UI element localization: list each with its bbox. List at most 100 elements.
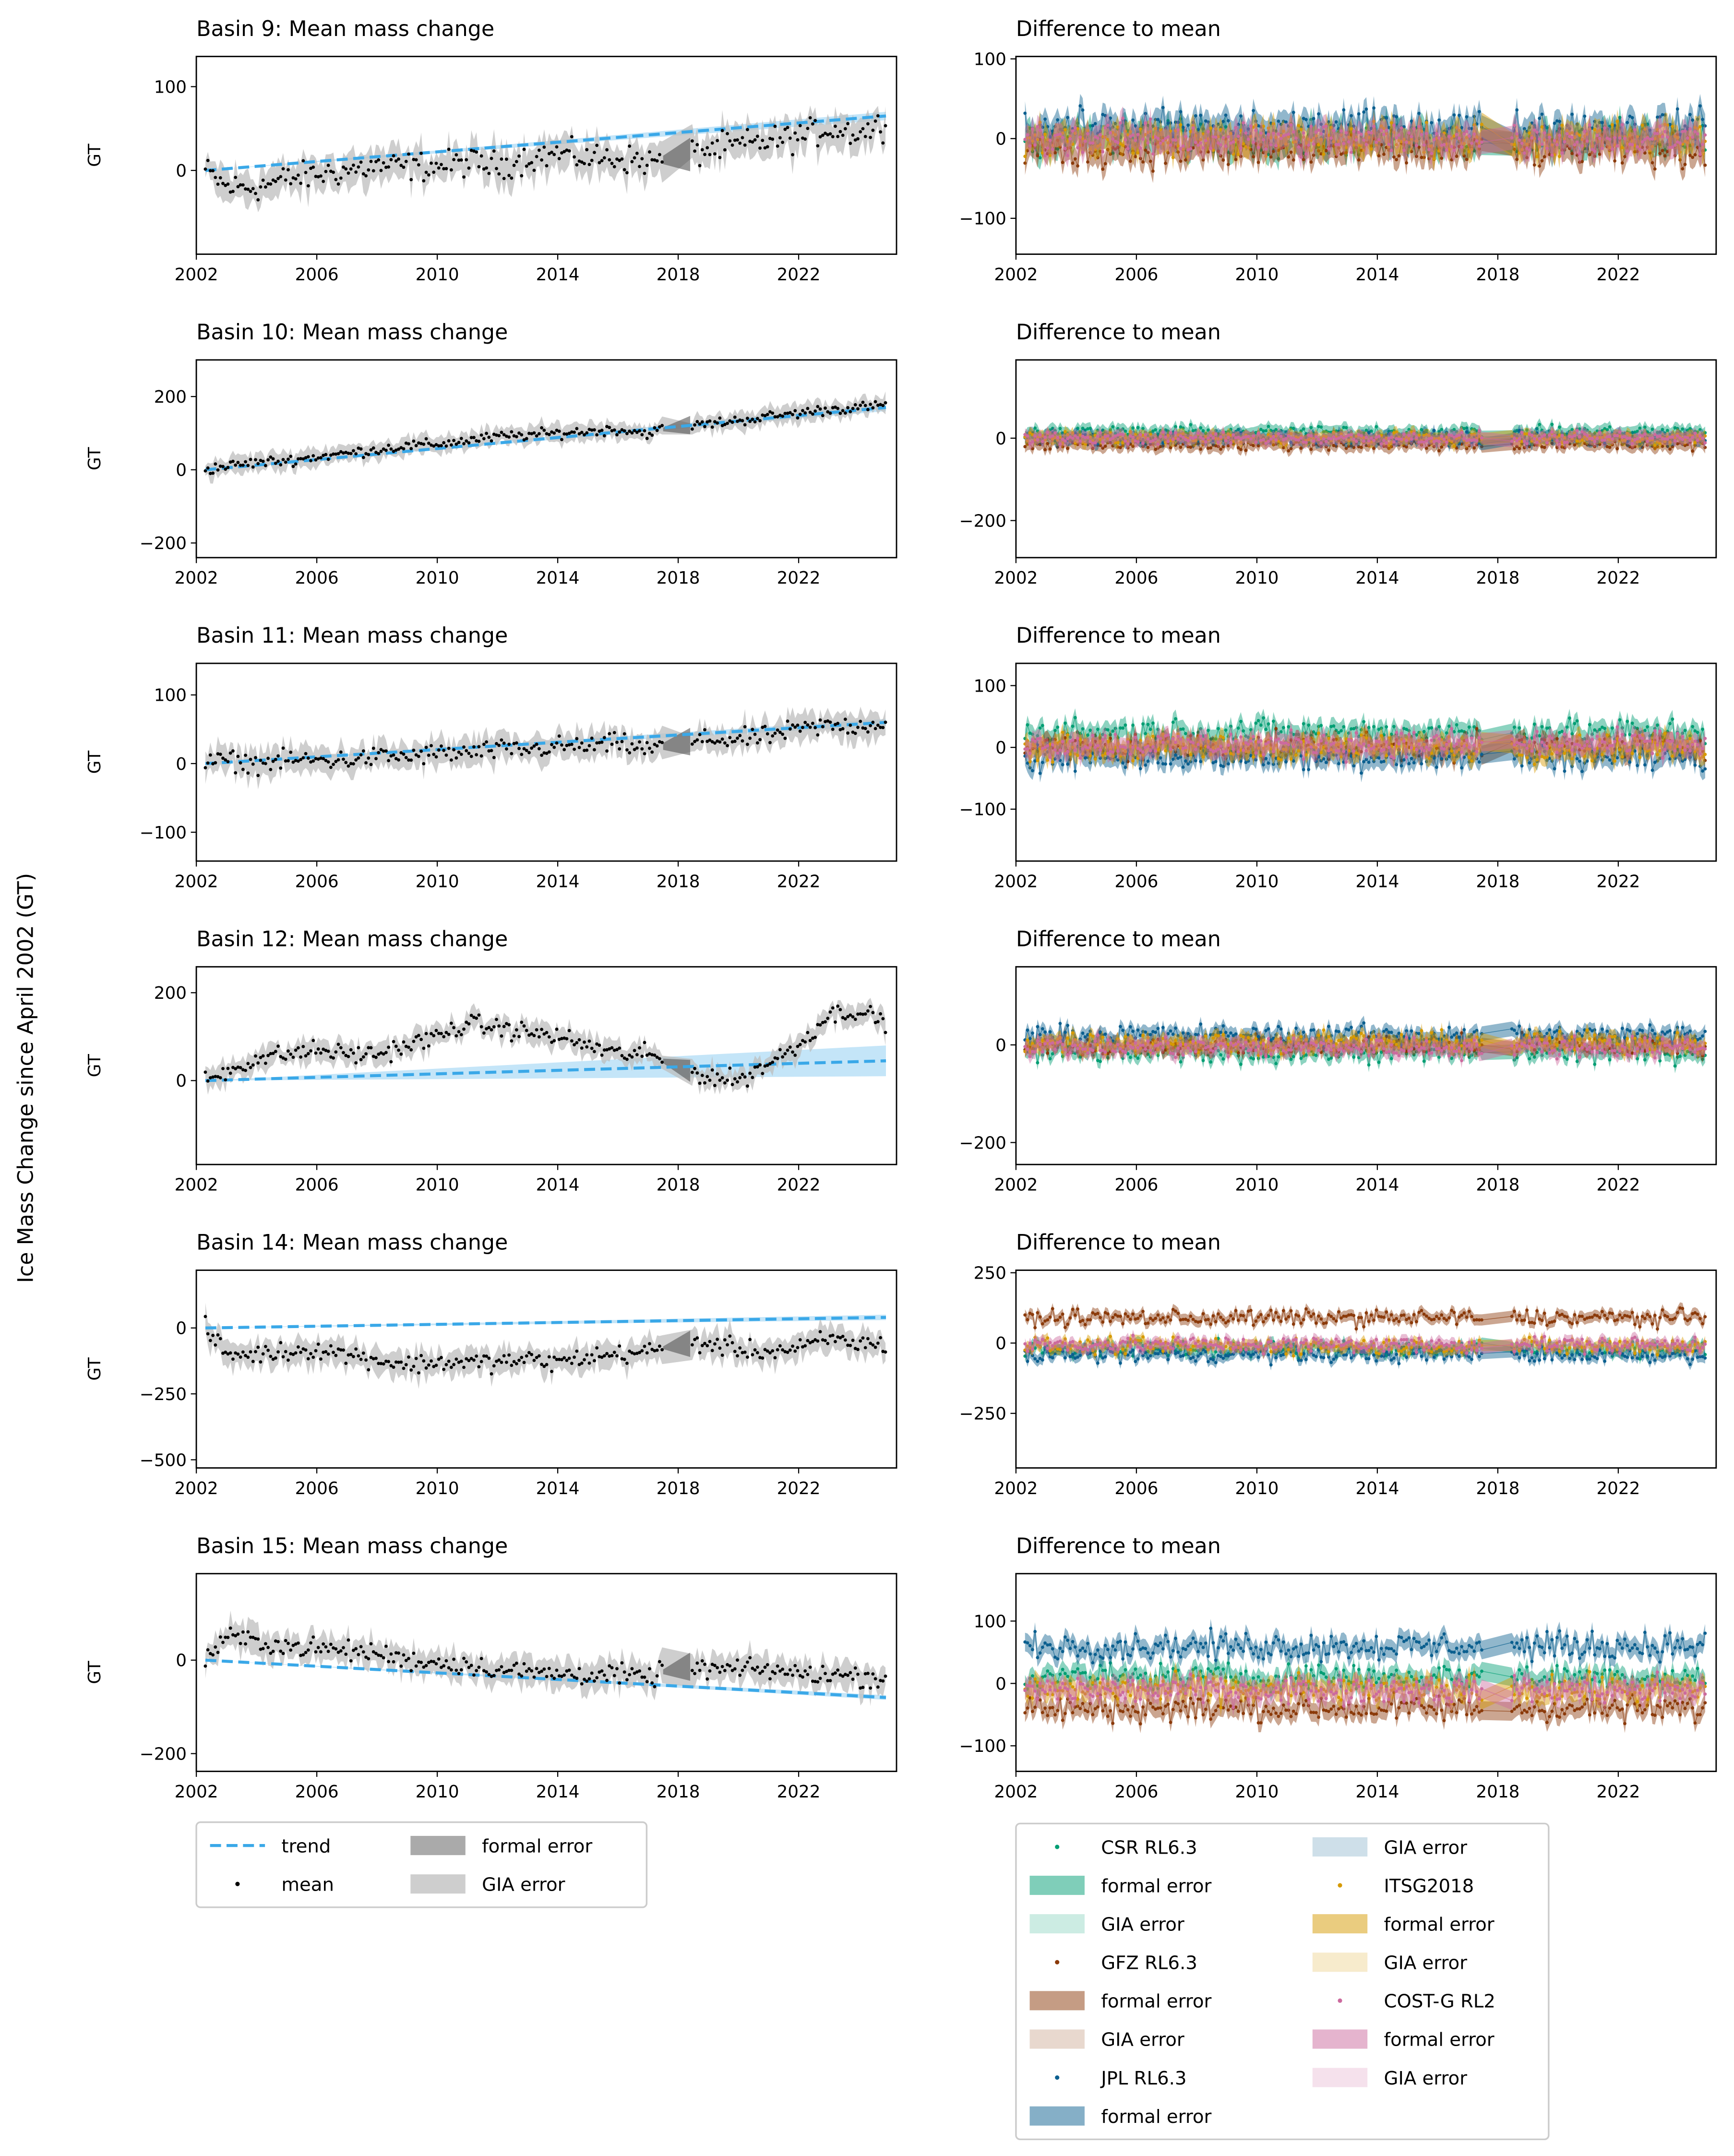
csr-point (1548, 429, 1552, 433)
csr-point (1277, 157, 1280, 161)
costg-point (1350, 150, 1353, 154)
mean-point (765, 413, 769, 416)
costg-point (1156, 136, 1160, 140)
mean-point (557, 1038, 561, 1041)
itsg-point (1525, 143, 1529, 146)
costg-point (1417, 441, 1421, 444)
mean-point (459, 753, 463, 756)
costg-point (1066, 154, 1070, 157)
mean-point (332, 1646, 335, 1650)
costg-point (1653, 132, 1657, 135)
mean-point (449, 1668, 453, 1672)
itsg-point (1229, 433, 1232, 437)
mean-point (706, 1075, 709, 1078)
costg-point (1334, 437, 1338, 441)
jpl-point (1465, 430, 1469, 434)
mean-point (798, 1674, 802, 1677)
mean-point (271, 457, 275, 461)
costg-point (1701, 437, 1705, 440)
costg-point (1344, 131, 1348, 134)
costg-point (1375, 435, 1378, 439)
mean-point (863, 1012, 867, 1016)
gfz-point (1176, 150, 1180, 154)
costg-point (1538, 437, 1542, 441)
mean-point (557, 734, 561, 738)
mean-point (527, 1033, 531, 1037)
itsg-point (1264, 155, 1268, 158)
costg-point (1412, 432, 1416, 435)
csr-point (1148, 137, 1152, 141)
costg-point (1191, 126, 1195, 130)
jpl-point (1161, 441, 1165, 445)
mean-point (567, 149, 571, 153)
csr-point (1445, 133, 1448, 137)
itsg-point (1532, 136, 1536, 140)
mean-point (741, 419, 744, 422)
jpl-point (1457, 442, 1461, 445)
mean-point (299, 457, 303, 460)
mean-point (648, 431, 651, 435)
mean-point (560, 438, 563, 442)
csr-point (1252, 431, 1255, 435)
costg-point (1121, 432, 1125, 436)
panel-title: Basin 10: Mean mass change (196, 320, 508, 345)
mean-point (254, 192, 257, 195)
mean-point (409, 178, 413, 181)
mean-point (339, 450, 343, 454)
mean-point (655, 744, 659, 748)
gfz-point (1246, 441, 1250, 444)
csr-point (1229, 724, 1232, 728)
costg-point (1051, 147, 1054, 151)
mean-point (796, 1669, 800, 1673)
csr-point (1658, 430, 1662, 434)
mean-point (261, 1054, 265, 1058)
mean-point (279, 766, 283, 770)
mean-point (361, 1650, 365, 1654)
mean-point (379, 1654, 383, 1657)
costg-point (1678, 436, 1682, 440)
mean-point (595, 1346, 599, 1350)
mean-point (291, 1055, 295, 1059)
csr-point (1350, 727, 1353, 731)
itsg-point (1369, 440, 1373, 444)
csr-point (1234, 735, 1238, 739)
y-tick-label: 0 (176, 161, 187, 181)
gfz-point (1543, 155, 1546, 159)
mean-point (336, 1347, 340, 1351)
mean-point (367, 168, 371, 172)
mean-point (218, 1337, 222, 1341)
mean-point (776, 144, 779, 148)
mean-point (296, 1641, 300, 1645)
mean-point (552, 745, 556, 749)
csr-point (1256, 719, 1260, 722)
mean-point (387, 165, 391, 169)
mean-point (612, 1674, 616, 1677)
x-tick-label: 2002 (175, 1175, 218, 1195)
costg-point (1460, 431, 1464, 434)
costg-point (1470, 142, 1473, 145)
mean-point (828, 132, 832, 136)
gfz-point (1113, 752, 1117, 755)
mean-point (244, 1642, 247, 1646)
costg-point (1221, 431, 1225, 434)
mean-point (316, 175, 320, 179)
mean-point (334, 452, 338, 456)
costg-point (1350, 433, 1353, 437)
csr-point (1693, 729, 1697, 733)
mean-point (600, 159, 604, 163)
mean-point (208, 1076, 212, 1079)
mean-point (371, 746, 375, 750)
mean-point (311, 1355, 315, 1359)
mean-point (291, 1353, 295, 1356)
mean-point (241, 1630, 245, 1634)
itsg-point (1412, 430, 1416, 433)
costg-point (1675, 140, 1679, 144)
itsg-point (1447, 439, 1451, 442)
mean-point (440, 1665, 443, 1669)
mean-point (733, 740, 737, 743)
mean-point (758, 1063, 762, 1067)
mean-point (843, 411, 847, 415)
jpl-point (1091, 751, 1095, 755)
